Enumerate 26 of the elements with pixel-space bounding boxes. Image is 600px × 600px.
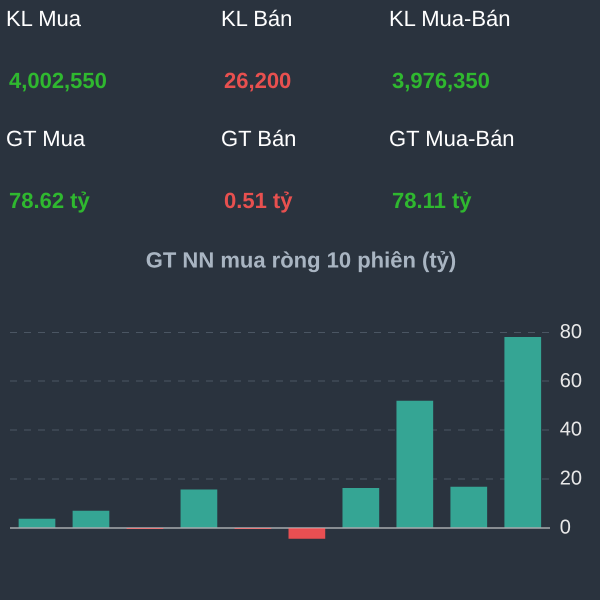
y-tick-label: 0	[560, 516, 571, 538]
text: KL Mua-Bán	[389, 5, 512, 33]
bar	[450, 486, 488, 528]
text: GT Bán	[221, 125, 298, 153]
bar	[18, 518, 56, 528]
y-tick-label: 40	[560, 418, 582, 441]
text: 3,976,350	[391, 67, 491, 95]
y-tick-label: 60	[560, 370, 582, 392]
text: 0.51 tỷ	[223, 187, 294, 215]
text: 78.62 tỷ	[8, 187, 91, 215]
bar	[288, 528, 326, 539]
text: KL Bán	[221, 5, 294, 33]
bar	[504, 337, 542, 528]
y-tick-label: 20	[560, 467, 582, 490]
text: GT Mua-Bán	[389, 125, 516, 153]
bar	[72, 510, 110, 528]
text: 4,002,550	[8, 67, 108, 95]
text: KL Mua	[6, 5, 82, 33]
chart-title: GT NN mua ròng 10 phiên (tỷ)	[146, 247, 456, 272]
text: 26,200	[223, 67, 292, 95]
text: 78.11 tỷ	[391, 187, 473, 215]
text: GT Mua	[6, 125, 86, 153]
bar	[180, 489, 218, 528]
bar	[396, 400, 434, 528]
bar	[342, 488, 380, 528]
y-tick-label: 80	[560, 320, 582, 343]
